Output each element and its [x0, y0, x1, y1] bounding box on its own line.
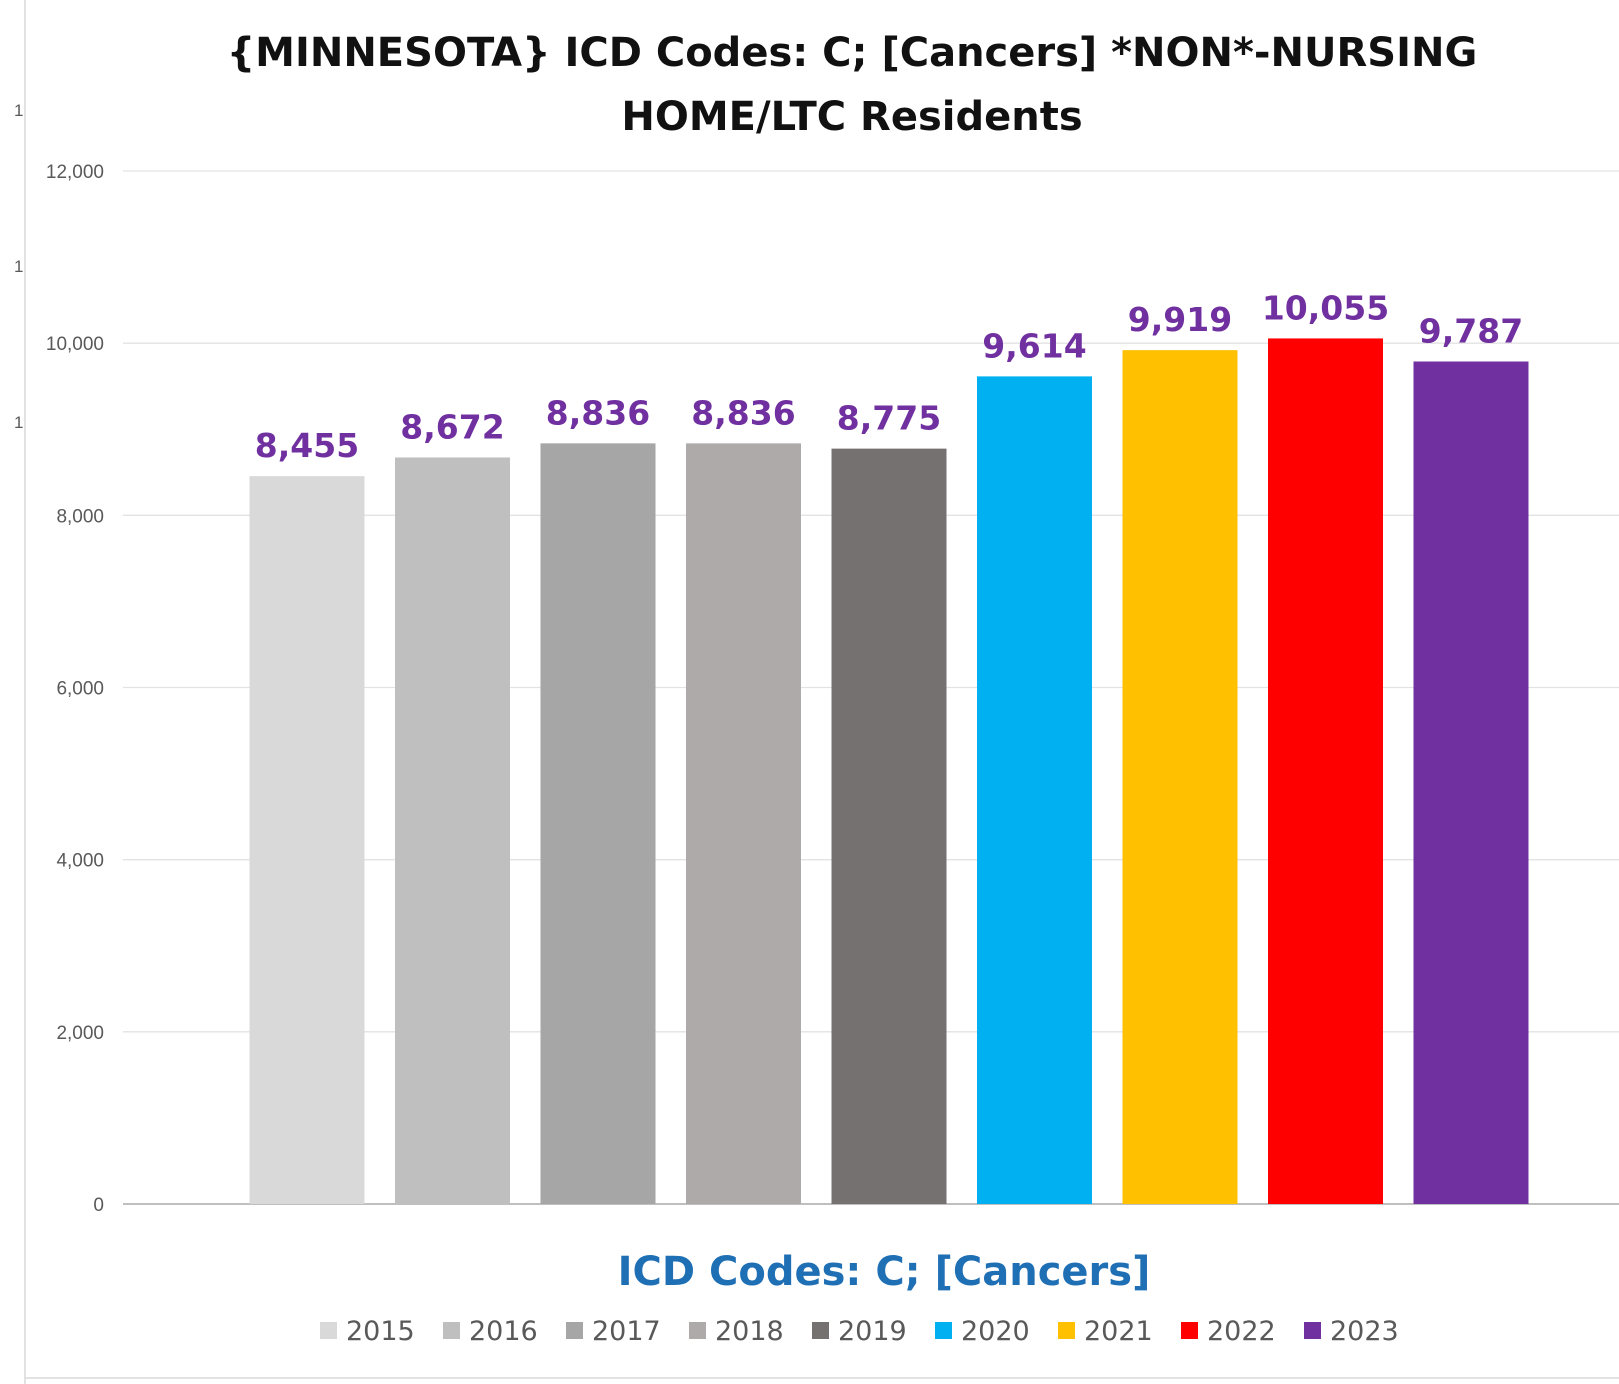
x-axis-title: ICD Codes: C; [Cancers] [618, 1249, 1151, 1295]
legend-swatch-2016 [443, 1322, 460, 1339]
stray-mark-3: 1 [14, 413, 23, 432]
legend-label-2019: 2019 [838, 1316, 907, 1347]
bar-2016 [395, 457, 510, 1204]
legend-swatch-2020 [935, 1322, 952, 1339]
data-label-2017: 8,836 [546, 393, 650, 432]
bar-2020 [977, 376, 1092, 1204]
stray-mark-2: 1 [14, 257, 23, 276]
legend-swatch-2022 [1181, 1322, 1198, 1339]
legend: 2015 2016 2017 2018 2019 2020 2021 2022 2023 [320, 1316, 1399, 1347]
bar-2023 [1413, 361, 1529, 1204]
data-labels: 8,455 8,672 8,836 8,836 8,775 9,614 9,919 10,05… [255, 288, 1523, 465]
chart-title-line-2: HOME/LTC Residents [621, 94, 1082, 140]
bar-2019 [831, 448, 947, 1204]
stray-mark-1: 1 [14, 101, 23, 120]
bars [249, 338, 1529, 1204]
legend-label-2016: 2016 [469, 1316, 538, 1347]
legend-swatch-2021 [1058, 1322, 1075, 1339]
bar-2015 [249, 476, 365, 1204]
legend-label-2015: 2015 [346, 1316, 415, 1347]
y-tick-label: 12,000 [46, 162, 104, 183]
legend-label-2022: 2022 [1207, 1316, 1276, 1347]
bar-2018 [686, 443, 801, 1204]
bar-2017 [540, 443, 656, 1204]
legend-label-2020: 2020 [961, 1316, 1030, 1347]
y-tick-label: 6,000 [56, 679, 104, 700]
y-tick-label: 0 [93, 1195, 104, 1216]
legend-label-2021: 2021 [1084, 1316, 1153, 1347]
data-label-2021: 9,919 [1128, 300, 1232, 339]
legend-swatch-2019 [812, 1322, 829, 1339]
y-tick-label: 8,000 [56, 506, 104, 527]
legend-swatch-2023 [1304, 1322, 1321, 1339]
data-label-2016: 8,672 [400, 407, 504, 446]
y-tick-label: 4,000 [56, 851, 104, 872]
chart-title-line-1: {MINNESOTA} ICD Codes: C; [Cancers] *NON… [227, 30, 1478, 76]
data-label-2020: 9,614 [982, 326, 1086, 365]
legend-swatch-2015 [320, 1322, 337, 1339]
bar-2021 [1122, 350, 1238, 1204]
bar-2022 [1268, 338, 1383, 1204]
y-tick-label: 10,000 [46, 334, 104, 355]
data-label-2023: 9,787 [1419, 312, 1523, 351]
data-label-2015: 8,455 [255, 426, 359, 465]
legend-label-2023: 2023 [1330, 1316, 1399, 1347]
data-label-2018: 8,836 [691, 393, 795, 432]
legend-label-2017: 2017 [592, 1316, 661, 1347]
data-label-2019: 8,775 [837, 399, 941, 438]
y-tick-label: 2,000 [56, 1023, 104, 1044]
legend-label-2018: 2018 [715, 1316, 784, 1347]
y-axis-tick-labels: 0 2,000 4,000 6,000 8,000 10,000 12,000 [46, 162, 104, 1216]
data-label-2022: 10,055 [1262, 288, 1389, 327]
legend-swatch-2018 [689, 1322, 706, 1339]
legend-swatch-2017 [566, 1322, 583, 1339]
